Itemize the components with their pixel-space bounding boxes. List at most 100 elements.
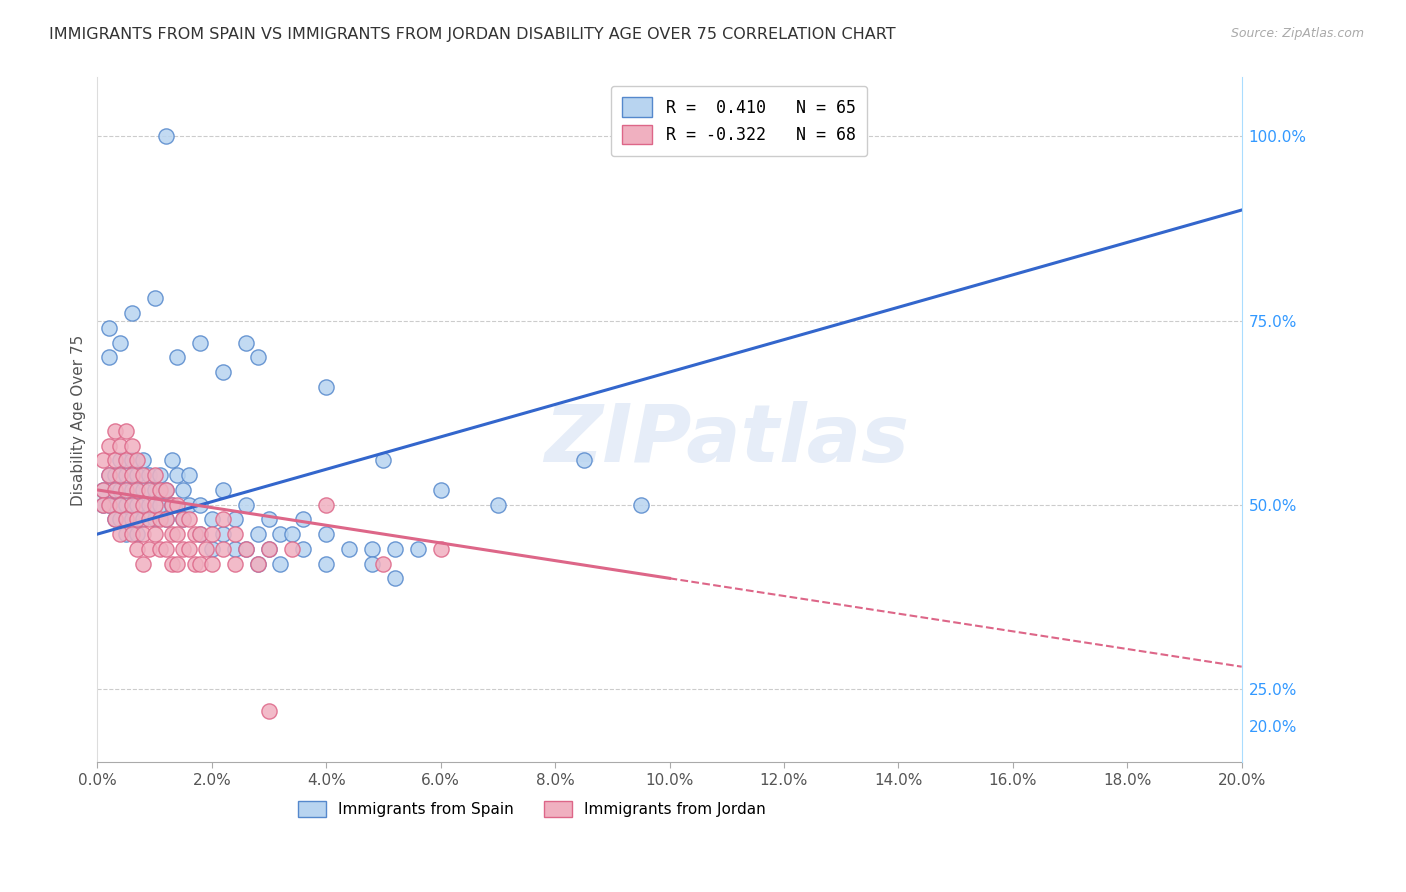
Point [91, 498, 114, 512]
Point [143, 527, 166, 541]
Point [177, 498, 200, 512]
Point [315, 380, 337, 394]
Point [172, 541, 194, 556]
Point [121, 468, 143, 483]
Point [121, 306, 143, 320]
Point [121, 439, 143, 453]
Point [127, 483, 149, 497]
Point [188, 335, 211, 350]
Point [103, 468, 125, 483]
Point [235, 541, 257, 556]
Point [257, 541, 280, 556]
Point [132, 557, 155, 571]
Point [166, 557, 188, 571]
Point [121, 527, 143, 541]
Point [183, 557, 205, 571]
Point [115, 468, 138, 483]
Point [91, 483, 114, 497]
Point [160, 453, 183, 467]
Point [257, 704, 280, 718]
Point [121, 512, 143, 526]
Point [103, 483, 125, 497]
Point [115, 453, 138, 467]
Point [149, 468, 172, 483]
Point [132, 483, 155, 497]
Point [201, 527, 224, 541]
Point [384, 571, 406, 585]
Point [138, 512, 160, 526]
Point [201, 557, 224, 571]
Point [188, 557, 211, 571]
Point [110, 483, 132, 497]
Point [315, 527, 337, 541]
Point [97, 321, 120, 335]
Point [246, 557, 269, 571]
Point [143, 468, 166, 483]
Point [110, 512, 132, 526]
Point [160, 498, 183, 512]
Point [166, 351, 188, 365]
Point [177, 541, 200, 556]
Point [97, 439, 120, 453]
Point [315, 498, 337, 512]
Point [830, 129, 852, 144]
Point [188, 527, 211, 541]
Point [166, 468, 188, 483]
Point [121, 453, 143, 467]
Point [235, 541, 257, 556]
Point [155, 512, 177, 526]
Y-axis label: Disability Age Over 75: Disability Age Over 75 [72, 334, 86, 506]
Point [166, 527, 188, 541]
Point [246, 557, 269, 571]
Point [361, 541, 384, 556]
Point [138, 468, 160, 483]
Point [281, 541, 304, 556]
Point [115, 527, 138, 541]
Point [212, 365, 235, 379]
Point [212, 541, 235, 556]
Point [91, 483, 114, 497]
Point [143, 498, 166, 512]
Point [115, 483, 138, 497]
Point [177, 468, 200, 483]
Point [155, 541, 177, 556]
Point [127, 512, 149, 526]
Point [224, 527, 246, 541]
Point [121, 483, 143, 497]
Point [103, 483, 125, 497]
Point [201, 512, 224, 526]
Point [337, 541, 360, 556]
Point [127, 498, 149, 512]
Point [143, 292, 166, 306]
Legend: Immigrants from Spain, Immigrants from Jordan: Immigrants from Spain, Immigrants from J… [292, 795, 772, 823]
Point [160, 498, 183, 512]
Point [103, 453, 125, 467]
Point [269, 557, 291, 571]
Point [246, 527, 269, 541]
Point [166, 498, 188, 512]
Point [235, 498, 257, 512]
Point [97, 498, 120, 512]
Point [177, 512, 200, 526]
Point [103, 424, 125, 438]
Point [132, 498, 155, 512]
Point [97, 351, 120, 365]
Point [149, 483, 172, 497]
Point [188, 498, 211, 512]
Point [257, 541, 280, 556]
Point [235, 335, 257, 350]
Point [201, 541, 224, 556]
Point [138, 498, 160, 512]
Point [212, 483, 235, 497]
Point [315, 557, 337, 571]
Point [110, 527, 132, 541]
Point [429, 541, 451, 556]
Point [110, 468, 132, 483]
Point [149, 512, 172, 526]
Point [281, 527, 304, 541]
Point [127, 453, 149, 467]
Point [224, 541, 246, 556]
Point [103, 512, 125, 526]
Point [91, 498, 114, 512]
Point [143, 512, 166, 526]
